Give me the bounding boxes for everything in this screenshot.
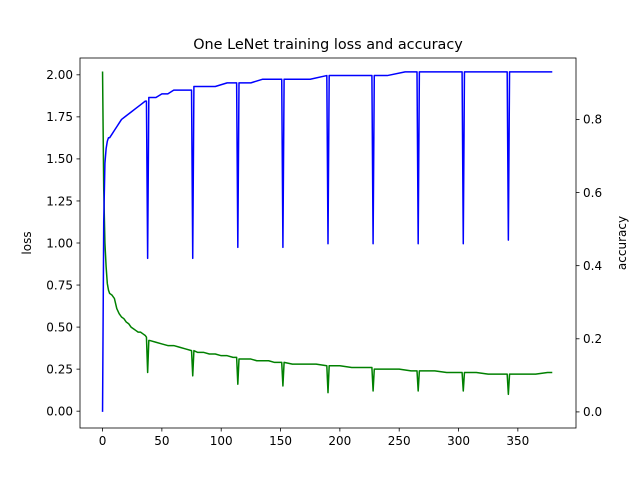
loss-series-line <box>101 71 553 396</box>
left-axis-ticks: 0.00 0.25 0.50 0.75 1.00 1.25 1.50 1.75 2.00 <box>46 68 80 418</box>
left-tick-label: 0.50 <box>46 320 73 334</box>
x-tick-label: 350 <box>506 434 529 448</box>
x-tick-label: 250 <box>388 434 411 448</box>
plot-frame <box>79 57 577 429</box>
right-tick-label: 0.4 <box>583 259 602 273</box>
x-tick-label: 200 <box>328 434 351 448</box>
chart-title: One LeNet training loss and accuracy <box>193 37 463 53</box>
x-tick-label: 300 <box>447 434 470 448</box>
right-axis-label: accuracy <box>615 216 629 270</box>
right-tick-label: 0.2 <box>583 332 602 346</box>
left-tick-label: 1.50 <box>46 152 73 166</box>
left-tick-label: 1.00 <box>46 236 73 250</box>
x-axis-ticks: 0 50 100 150 200 250 300 350 <box>99 428 529 448</box>
left-tick-label: 0.25 <box>46 362 73 376</box>
x-tick-label: 0 <box>99 434 107 448</box>
left-axis-label: loss <box>20 231 34 254</box>
x-tick-label: 150 <box>269 434 292 448</box>
left-tick-label: 1.25 <box>46 194 73 208</box>
right-axis-ticks: 0.0 0.2 0.4 0.6 0.8 <box>576 113 602 419</box>
x-tick-label: 100 <box>210 434 233 448</box>
right-tick-label: 0.6 <box>583 186 602 200</box>
left-tick-label: 0.75 <box>46 278 73 292</box>
x-tick-label: 50 <box>154 434 169 448</box>
right-tick-label: 0.0 <box>583 405 602 419</box>
right-tick-label: 0.8 <box>583 113 602 127</box>
accuracy-series-line <box>101 71 553 412</box>
left-tick-label: 0.00 <box>46 404 73 418</box>
series-layer <box>101 71 553 412</box>
left-tick-label: 1.75 <box>46 110 73 124</box>
left-tick-label: 2.00 <box>46 68 73 82</box>
